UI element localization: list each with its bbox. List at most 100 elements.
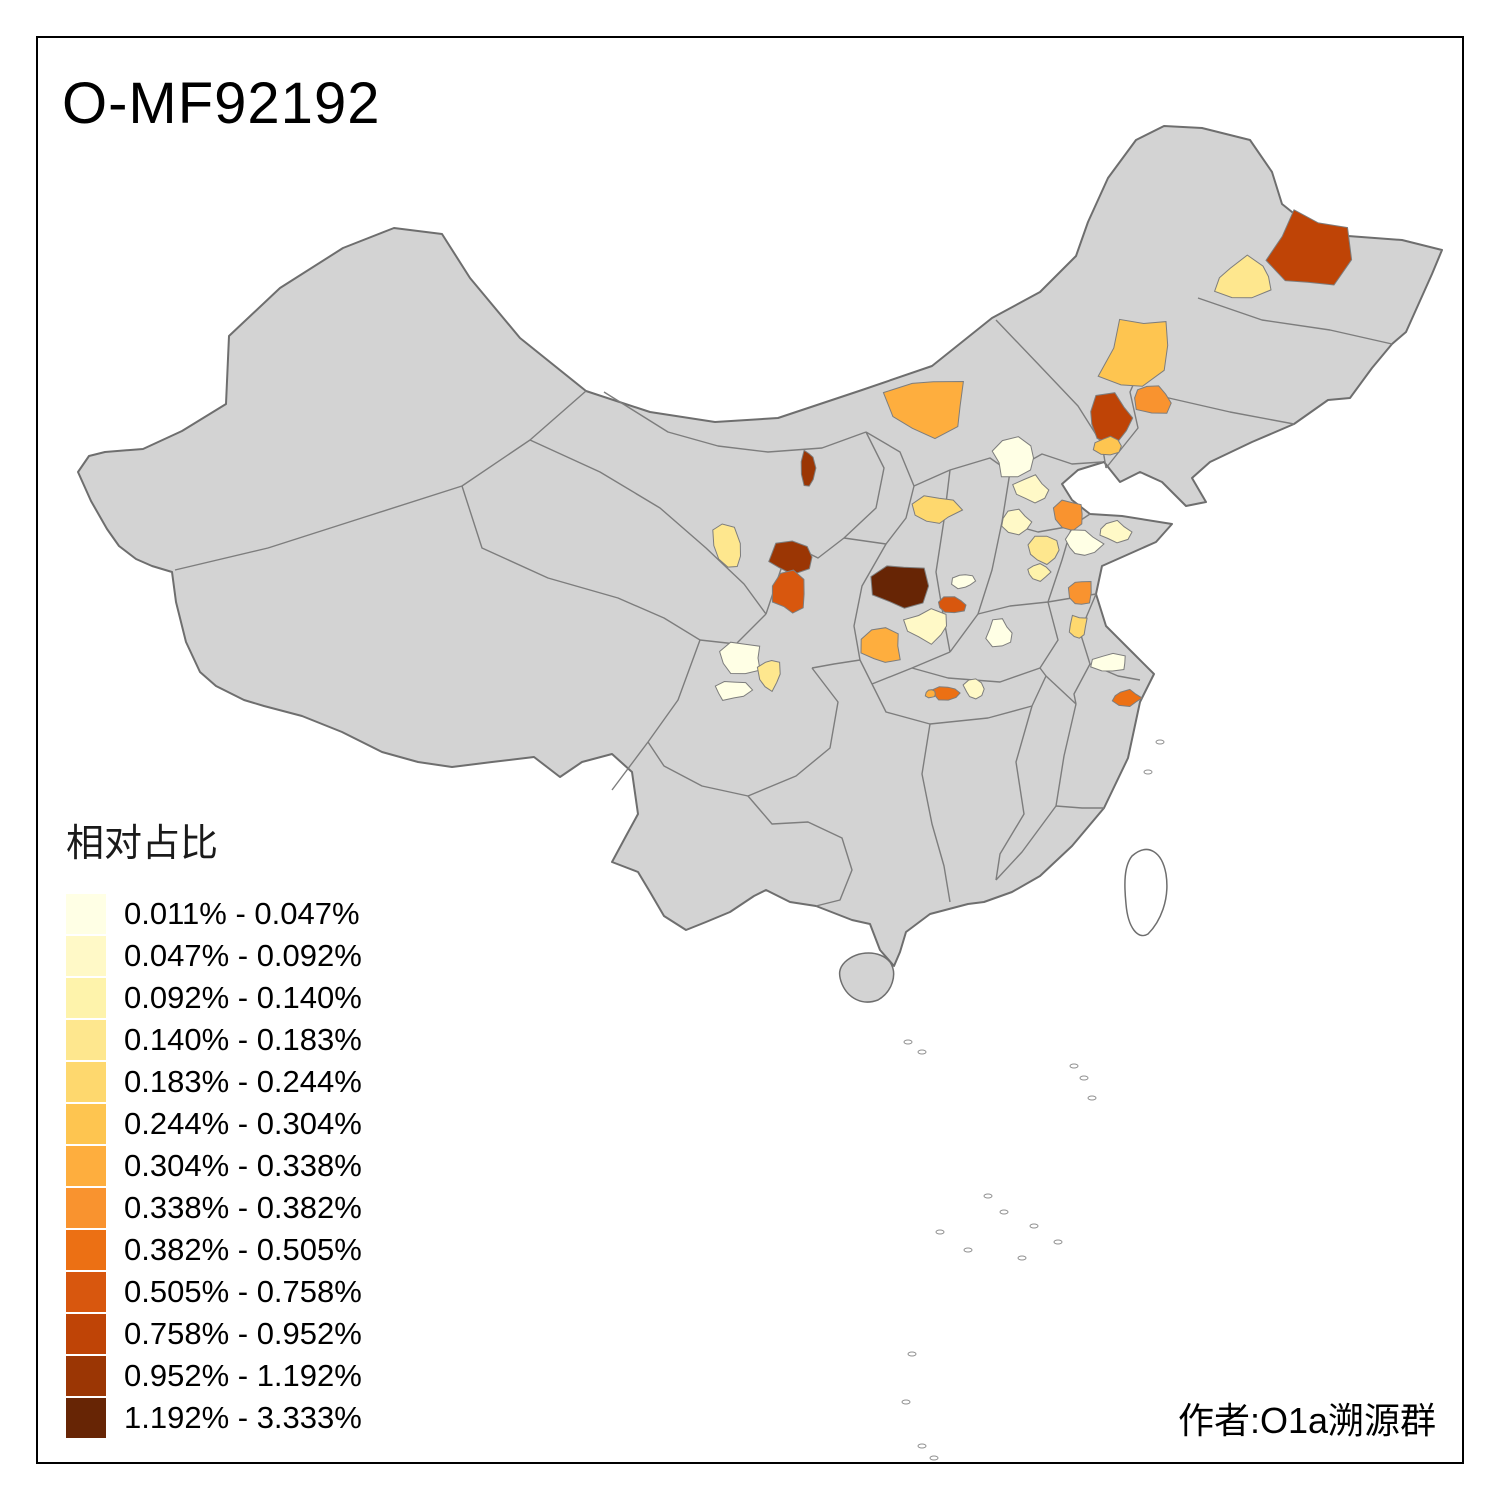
legend-row: 1.192% - 3.333% [66, 1397, 486, 1439]
map-region [1064, 529, 1105, 556]
legend-row: 0.304% - 0.338% [66, 1145, 486, 1187]
legend-swatch [66, 1398, 106, 1438]
map-region [1012, 474, 1050, 504]
legend-row: 0.952% - 1.192% [66, 1355, 486, 1397]
island-speck [1143, 769, 1153, 775]
legend-label: 0.758% - 0.952% [124, 1316, 362, 1351]
province-border [647, 667, 839, 797]
province-border [853, 543, 887, 685]
island-speck [917, 1049, 927, 1055]
province-border [811, 659, 861, 669]
hainan-island [838, 952, 895, 1003]
legend-row: 0.338% - 0.382% [66, 1187, 486, 1229]
legend-swatch [66, 1314, 106, 1354]
legend-label: 0.140% - 0.183% [124, 1022, 362, 1057]
map-region [860, 627, 901, 663]
map-region [1265, 209, 1353, 286]
legend-label: 1.192% - 3.333% [124, 1400, 362, 1435]
map-region [924, 689, 936, 699]
map-region [882, 380, 964, 440]
legend-swatch [66, 1188, 106, 1228]
map-region [771, 569, 805, 614]
province-border [911, 601, 1059, 683]
map-region [870, 565, 930, 609]
island-speck [917, 1443, 927, 1449]
map-region [1001, 508, 1033, 536]
province-border [603, 391, 867, 453]
map-region [951, 574, 977, 590]
province-border [1197, 297, 1393, 345]
legend-row: 0.011% - 0.047% [66, 893, 486, 935]
province-border [1055, 703, 1077, 807]
map-region [768, 540, 813, 576]
legend-swatch [66, 936, 106, 976]
legend-swatch [66, 978, 106, 1018]
province-border [174, 390, 587, 571]
map-region [1134, 385, 1172, 414]
province-border [1159, 395, 1295, 425]
legend-swatch [66, 1230, 106, 1270]
map-region [1099, 519, 1133, 544]
province-border [611, 639, 701, 791]
legend-label: 0.382% - 0.505% [124, 1232, 362, 1267]
legend-row: 0.382% - 0.505% [66, 1229, 486, 1271]
legend-label: 0.244% - 0.304% [124, 1106, 362, 1141]
legend-swatch [66, 1272, 106, 1312]
map-region [985, 618, 1013, 648]
china-mainland [77, 125, 1443, 967]
map-region [800, 449, 817, 487]
map-region [1097, 318, 1169, 387]
island-speck [963, 1247, 973, 1253]
province-border [843, 431, 915, 545]
island-speck [907, 1351, 917, 1357]
legend-row: 0.047% - 0.092% [66, 935, 486, 977]
legend-swatch [66, 894, 106, 934]
legend-label: 0.505% - 0.758% [124, 1274, 362, 1309]
map-region [1052, 499, 1083, 532]
island-speck [983, 1193, 993, 1199]
legend-label: 0.047% - 0.092% [124, 938, 362, 973]
map-region [962, 678, 985, 700]
legend-row: 0.183% - 0.244% [66, 1061, 486, 1103]
island-speck [1017, 1255, 1027, 1261]
legend-label: 0.304% - 0.338% [124, 1148, 362, 1183]
legend-row: 0.758% - 0.952% [66, 1313, 486, 1355]
province-border [995, 805, 1057, 881]
legend-swatch [66, 1356, 106, 1396]
map-region [756, 659, 781, 693]
taiwan-island [1124, 848, 1168, 937]
legend-row: 0.505% - 0.758% [66, 1271, 486, 1313]
map-region [937, 596, 967, 614]
province-border [747, 795, 853, 907]
island-speck [929, 1455, 939, 1461]
island-speck [1087, 1095, 1097, 1101]
legend: 相对占比 0.011% - 0.047% 0.047% - 0.092% 0.092… [66, 812, 486, 1439]
map-region [719, 641, 761, 675]
map-region [1067, 580, 1092, 605]
legend-label: 0.338% - 0.382% [124, 1190, 362, 1225]
map-region [714, 680, 754, 701]
map-region [902, 608, 948, 645]
legend-label: 0.952% - 1.192% [124, 1358, 362, 1393]
legend-row: 0.244% - 0.304% [66, 1103, 486, 1145]
province-border [995, 705, 1033, 881]
plot-border [36, 36, 1464, 1464]
legend-swatch [66, 1104, 106, 1144]
province-border [949, 471, 1011, 653]
south-china-sea-islands [901, 739, 1165, 1461]
province-border [529, 439, 767, 615]
island-speck [999, 1209, 1009, 1215]
legend-label: 0.183% - 0.244% [124, 1064, 362, 1099]
island-speck [901, 1399, 911, 1405]
island-speck [1029, 1223, 1039, 1229]
map-region [1111, 688, 1144, 708]
island-speck [1155, 739, 1165, 745]
legend-label: 0.011% - 0.047% [124, 896, 360, 931]
map-region [911, 495, 964, 524]
choropleth-regions [712, 209, 1353, 708]
map-region [1068, 614, 1088, 639]
island-speck [1069, 1063, 1079, 1069]
legend-swatch [66, 1062, 106, 1102]
